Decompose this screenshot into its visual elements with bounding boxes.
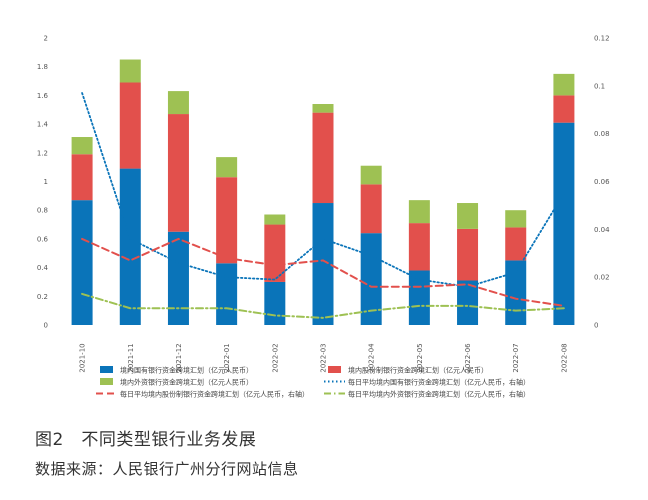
left-y-tick-label: 0 bbox=[44, 322, 48, 330]
bar-segment bbox=[457, 228, 479, 281]
right-y-tick-label: 0.12 bbox=[594, 35, 610, 43]
x-tick-label: 2022-02 bbox=[271, 343, 279, 372]
x-tick-label: 2021-12 bbox=[175, 343, 183, 372]
left-y-tick-label: 1.4 bbox=[37, 121, 49, 129]
series-line bbox=[81, 237, 565, 307]
legend-swatch bbox=[100, 378, 113, 385]
x-tick-label: 2022-04 bbox=[368, 343, 376, 373]
legend-label: 境内股份制银行资金跨境汇划（亿元人民币） bbox=[348, 366, 488, 375]
figure-caption: 图2 不同类型银行业务发展 bbox=[35, 430, 257, 450]
left-y-axis: 0 0.2 0.4 0.6 0.8 1 1.2 1.4 1.6 1.8 2 bbox=[37, 35, 49, 330]
legend-swatch bbox=[328, 366, 341, 373]
x-tick-label: 2021-11 bbox=[127, 343, 135, 372]
bar-segment bbox=[312, 203, 334, 325]
bar-segment bbox=[360, 233, 382, 325]
left-y-tick-label: 1 bbox=[44, 178, 48, 186]
bar-segment bbox=[264, 281, 286, 325]
bar-segment bbox=[408, 270, 430, 325]
legend-swatch bbox=[100, 366, 113, 373]
left-y-tick-label: 0.4 bbox=[37, 264, 49, 272]
bar-segment bbox=[119, 59, 141, 83]
bar-segment bbox=[408, 200, 430, 224]
bar-segment bbox=[167, 231, 189, 325]
series-line bbox=[81, 92, 565, 288]
x-tick-label: 2022-08 bbox=[560, 343, 568, 372]
bar-segment bbox=[167, 91, 189, 115]
x-axis-ticks: 2021-10 2021-11 2021-12 2022-01 2022-02 2022-… bbox=[79, 343, 569, 373]
right-y-axis: 0 0.02 0.04 0.06 0.08 0.1 0.12 bbox=[594, 35, 610, 330]
bar-segment bbox=[119, 82, 141, 169]
bar-segment bbox=[312, 112, 334, 204]
legend-label: 境内外资银行资金跨境汇划（亿元人民币） bbox=[120, 378, 253, 387]
bar-segment bbox=[216, 157, 238, 178]
bar-segment bbox=[553, 73, 575, 96]
x-tick-label: 2022-07 bbox=[512, 343, 520, 372]
left-y-tick-label: 0.8 bbox=[37, 207, 48, 215]
left-y-tick-label: 2 bbox=[44, 35, 48, 43]
legend-label: 每日平均境内国有银行资金跨境汇划（亿元人民币，右轴） bbox=[348, 378, 530, 387]
legend-label: 境内国有银行资金跨境汇划（亿元人民币） bbox=[120, 366, 253, 375]
x-tick-label: 2022-01 bbox=[223, 343, 231, 372]
left-y-tick-label: 1.6 bbox=[37, 92, 49, 100]
stacked-bar-line-chart: 0 0.2 0.4 0.6 0.8 1 1.2 1.4 1.6 1.8 2 0 0.02 0.04 0.0… bbox=[37, 35, 610, 399]
right-y-tick-label: 0 bbox=[594, 322, 598, 330]
bar-series bbox=[71, 59, 575, 325]
bar-segment bbox=[167, 114, 189, 232]
bar-segment bbox=[553, 95, 575, 123]
bar-segment bbox=[505, 260, 527, 325]
x-tick-label: 2022-05 bbox=[416, 343, 424, 372]
bar-segment bbox=[71, 154, 93, 201]
right-y-tick-label: 0.02 bbox=[594, 274, 610, 282]
series-line bbox=[81, 292, 565, 319]
bar-segment bbox=[71, 200, 93, 325]
x-tick-label: 2021-10 bbox=[79, 343, 87, 372]
bar-segment bbox=[264, 224, 286, 282]
bar-segment bbox=[360, 165, 382, 185]
x-tick-label: 2022-06 bbox=[464, 343, 472, 373]
right-y-tick-label: 0.08 bbox=[594, 130, 610, 138]
bar-segment bbox=[408, 223, 430, 271]
bar-segment bbox=[505, 210, 527, 228]
bar-segment bbox=[457, 203, 479, 229]
left-y-tick-label: 0.6 bbox=[37, 235, 49, 243]
bar-segment bbox=[216, 177, 238, 264]
bar-segment bbox=[119, 168, 141, 325]
x-tick-label: 2022-03 bbox=[320, 343, 328, 372]
line-series bbox=[81, 92, 565, 319]
data-source: 数据来源：人民银行广州分行网站信息 bbox=[35, 460, 299, 478]
legend: 境内国有银行资金跨境汇划（亿元人民币） 境内股份制银行资金跨境汇划（亿元人民币） 境… bbox=[96, 366, 530, 399]
right-y-tick-label: 0.1 bbox=[594, 82, 605, 90]
bar-segment bbox=[457, 280, 479, 325]
bar-segment bbox=[360, 184, 382, 234]
legend-label: 每日平均境内外资银行资金跨境汇划（亿元人民币，右轴） bbox=[348, 390, 530, 399]
bar-segment bbox=[505, 227, 527, 261]
right-y-tick-label: 0.06 bbox=[594, 178, 610, 186]
left-y-tick-label: 1.8 bbox=[37, 63, 48, 71]
right-y-tick-label: 0.04 bbox=[594, 226, 610, 234]
left-y-tick-label: 1.2 bbox=[37, 149, 48, 157]
bar-segment bbox=[71, 137, 93, 155]
legend-label: 每日平均境内股份制银行资金跨境汇划（亿元人民币，右轴） bbox=[120, 390, 309, 399]
bar-segment bbox=[312, 104, 334, 113]
bar-segment bbox=[264, 214, 286, 225]
bar-segment bbox=[553, 122, 575, 325]
bar-segment bbox=[216, 263, 238, 325]
left-y-tick-label: 0.2 bbox=[37, 293, 48, 301]
